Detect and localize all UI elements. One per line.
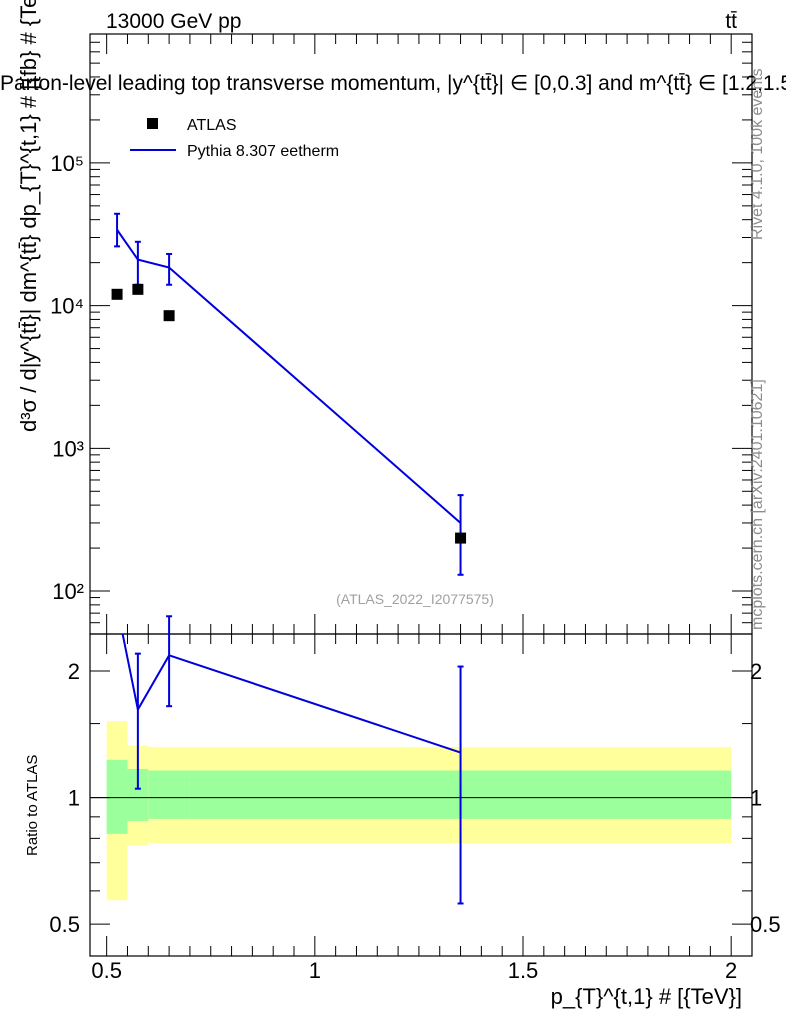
ratio-y-axis-label: Ratio to ATLAS (24, 755, 41, 856)
ratio-mc-line (121, 633, 461, 754)
ratio-series-group (121, 615, 464, 905)
ratio-y-tick-label-left: 2 (68, 659, 80, 684)
x-tick-label: 1.5 (508, 958, 539, 983)
atlas-data-point (455, 532, 467, 544)
x-tick-label: 0.5 (91, 958, 122, 983)
atlas-data-point (163, 310, 175, 322)
ratio-y-tick-label-right: 0.5 (750, 912, 781, 937)
legend-data-label: ATLAS (187, 117, 237, 134)
legend-mc-label: Pythia 8.307 eetherm (187, 143, 339, 160)
x-tick-label: 2 (725, 958, 737, 983)
ratio-y-tick-label-left: 0.5 (49, 912, 80, 937)
ratio-y-tick-label-right: 1 (750, 786, 762, 811)
analysis-watermark: (ATLAS_2022_I2077575) (336, 591, 494, 607)
process-label: tt̄ (725, 10, 737, 33)
ratio-y-ticks: 0.5 0.5 1 1 2 2 (49, 659, 780, 937)
inner-band-segment (148, 770, 190, 819)
main-series-group (111, 212, 467, 576)
ratio-uncertainty-bands (106, 721, 732, 901)
atlas-data-point (111, 288, 123, 300)
main-y-axis-label: d³σ / d|y^{tt̄}| dm^{tt̄} dp_{T}^{t,1} #… (16, 0, 41, 432)
ratio-plot-frame (89, 633, 753, 957)
x-axis-label: p_{T}^{t,1} # [{TeV}] (551, 984, 742, 1009)
main-y-tick-label: 10² (52, 579, 84, 604)
main-y-tick-label: 10⁴ (50, 294, 84, 319)
inner-band-segment (106, 759, 128, 834)
x-tick-label: 1 (309, 958, 321, 983)
main-y-tick-label: 10³ (52, 436, 84, 461)
legend-data-marker (147, 118, 158, 129)
mcplots-note: mcplots.cern.ch [arXiv:2401.10621] (749, 379, 766, 630)
plot-title: Parton-level leading top transverse mome… (0, 72, 786, 95)
inner-band-segment (127, 768, 149, 821)
mc-line (116, 229, 462, 524)
rivet-note: Rivet 4.1.0, 100k events (749, 68, 766, 240)
atlas-data-point (132, 283, 144, 295)
main-y-ticks: 10² 10³ 10⁴ 10⁵ (50, 33, 752, 635)
main-y-tick-label: 10⁵ (50, 151, 84, 176)
x-ticks: 0.5 1 1.5 2 (91, 34, 737, 983)
ratio-y-tick-label-left: 1 (68, 786, 80, 811)
energy-label: 13000 GeV pp (106, 10, 241, 33)
ratio-y-tick-label-right: 2 (750, 659, 762, 684)
